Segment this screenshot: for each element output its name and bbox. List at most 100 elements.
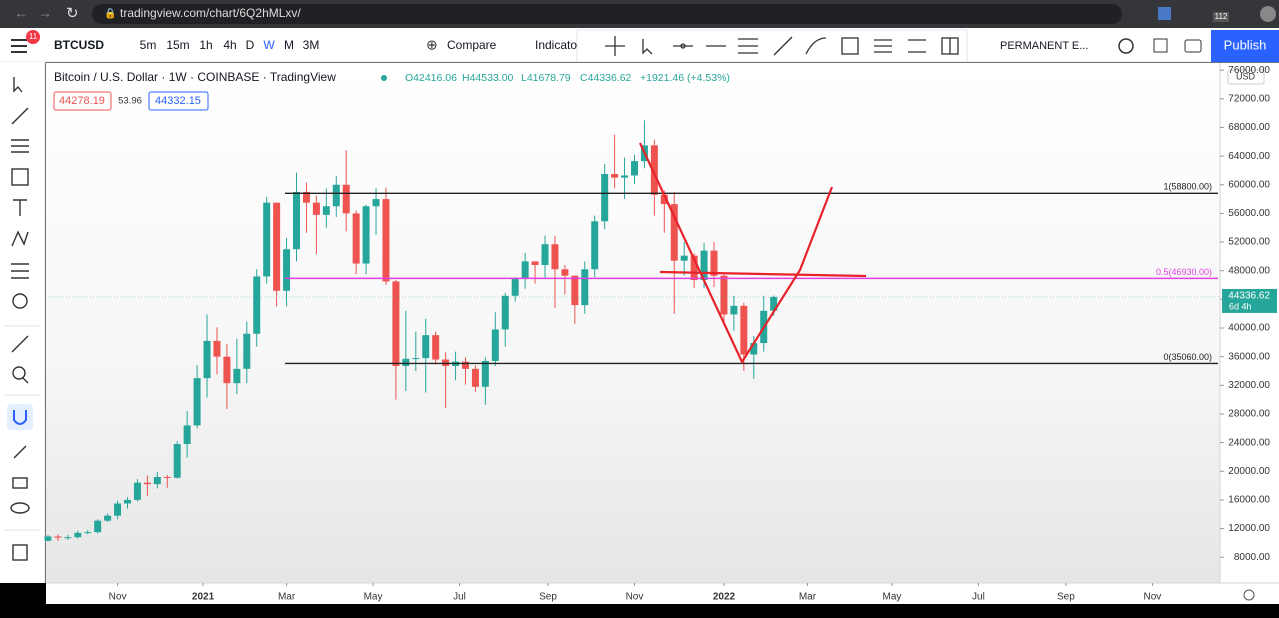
notification-badge xyxy=(26,30,40,44)
candle-body xyxy=(750,343,758,355)
y-tick-label: 36000.00 xyxy=(1228,351,1270,362)
y-tick-label: 52000.00 xyxy=(1228,237,1270,248)
compare-button[interactable]: Compare xyxy=(447,38,497,52)
candle-body xyxy=(223,356,231,384)
candle-body xyxy=(84,532,92,534)
candle-body xyxy=(312,202,320,215)
candle-body xyxy=(332,184,340,207)
y-tick-label: 24000.00 xyxy=(1228,437,1270,448)
candle-body xyxy=(710,250,718,276)
candle-body xyxy=(213,340,221,357)
snapshot-button[interactable] xyxy=(1184,39,1202,53)
y-tick-label: 8000.00 xyxy=(1234,552,1271,563)
legend-high: H44533.00 xyxy=(462,72,514,84)
x-tick-label: Nov xyxy=(1144,592,1162,603)
x-tick-label: 2022 xyxy=(713,592,736,603)
candle-body xyxy=(491,329,499,361)
x-tick-label: Sep xyxy=(539,592,557,603)
candle-body xyxy=(133,482,141,500)
candle-body xyxy=(233,368,241,384)
candle-body xyxy=(74,532,82,538)
address-bar[interactable] xyxy=(92,4,1122,24)
candle-body xyxy=(740,305,748,355)
x-tick-label: Mar xyxy=(799,592,817,603)
legend-open: O42416.06 xyxy=(405,72,457,84)
interval-button[interactable]: 1h xyxy=(199,38,212,52)
interval-button[interactable]: 15m xyxy=(166,38,189,52)
axis-settings[interactable] xyxy=(1243,589,1255,601)
candle-body xyxy=(422,335,430,359)
legend-change: +1921.46 (+4.53%) xyxy=(640,72,730,84)
candle-body xyxy=(402,358,410,366)
y-tick-label: 56000.00 xyxy=(1228,208,1270,219)
x-tick-label: May xyxy=(364,592,383,603)
candle-body xyxy=(690,255,698,281)
interval-button[interactable]: 4h xyxy=(223,38,236,52)
menu-icon[interactable] xyxy=(11,39,27,53)
candle-body xyxy=(561,269,569,276)
y-tick-label: 28000.00 xyxy=(1228,409,1270,420)
candle-body xyxy=(700,250,708,281)
chart-pane[interactable] xyxy=(46,63,1220,583)
sidebar-tools[interactable] xyxy=(10,77,30,561)
candle-body xyxy=(203,340,211,379)
trend-drawing[interactable] xyxy=(639,142,867,365)
x-tick-label: Sep xyxy=(1057,592,1075,603)
candle-body xyxy=(263,202,271,277)
fib-label: 0(35060.00) xyxy=(1163,352,1212,362)
candle-body xyxy=(372,199,380,207)
indicators-button[interactable]: Indicato xyxy=(535,38,577,52)
ask-price: 44332.15 xyxy=(155,95,201,107)
fullscreen-button[interactable] xyxy=(1153,38,1168,53)
candle-body xyxy=(621,175,629,178)
currency-selector[interactable] xyxy=(1227,69,1265,85)
candle-body xyxy=(352,213,360,264)
magnet-tool[interactable] xyxy=(7,404,33,430)
extension-icon[interactable] xyxy=(1158,7,1171,20)
candle-body xyxy=(650,145,658,195)
left-sidebar xyxy=(0,62,45,583)
x-tick-label: Mar xyxy=(278,592,296,603)
candle-body xyxy=(591,221,599,270)
interval-button[interactable]: W xyxy=(263,38,275,52)
price-axis xyxy=(1220,63,1279,583)
candle-body xyxy=(322,206,330,215)
interval-button[interactable]: 5m xyxy=(140,38,157,52)
magnet-icon xyxy=(13,410,27,425)
candle-body xyxy=(183,425,191,445)
layout-name[interactable]: PERMANENT E... xyxy=(1000,40,1088,52)
symbol[interactable]: BTCUSD xyxy=(54,38,104,52)
x-tick-label: Jul xyxy=(972,592,985,603)
y-tick-label: 64000.00 xyxy=(1228,151,1270,162)
publish-label: Publish xyxy=(1224,37,1267,52)
candle-body xyxy=(511,277,519,296)
interval-button[interactable]: M xyxy=(284,38,294,52)
y-tick-label: 16000.00 xyxy=(1228,495,1270,506)
y-tick-label: 40000.00 xyxy=(1228,323,1270,334)
candle-body xyxy=(551,244,559,270)
countdown: 6d 4h xyxy=(1229,301,1252,311)
publish-button[interactable] xyxy=(1211,30,1279,62)
sell-box[interactable] xyxy=(53,91,112,111)
back-button[interactable]: ← xyxy=(14,5,28,21)
url: tradingview.com/chart/6Q2hMLxv/ xyxy=(120,6,301,20)
candle-body xyxy=(153,476,161,485)
candle-body xyxy=(382,199,390,282)
candle-body xyxy=(770,296,778,311)
settings-button[interactable] xyxy=(1118,38,1134,54)
fib-label: 0.5(46930.00) xyxy=(1156,267,1212,277)
candle-body xyxy=(392,281,400,366)
interval-button[interactable]: D xyxy=(246,38,255,52)
interval-button[interactable]: 3M xyxy=(303,38,320,52)
buy-box[interactable] xyxy=(148,91,209,111)
profile-avatar[interactable] xyxy=(1260,6,1276,22)
forward-button[interactable]: → xyxy=(38,5,52,21)
candle-body xyxy=(571,275,579,306)
x-tick-label: Jul xyxy=(453,592,466,603)
lock-icon: 🔒 xyxy=(104,8,116,20)
reload-button[interactable]: ↻ xyxy=(66,5,79,22)
candle-body xyxy=(302,191,310,203)
drawing-tools[interactable] xyxy=(605,36,959,56)
extension-badge[interactable] xyxy=(1213,12,1229,22)
